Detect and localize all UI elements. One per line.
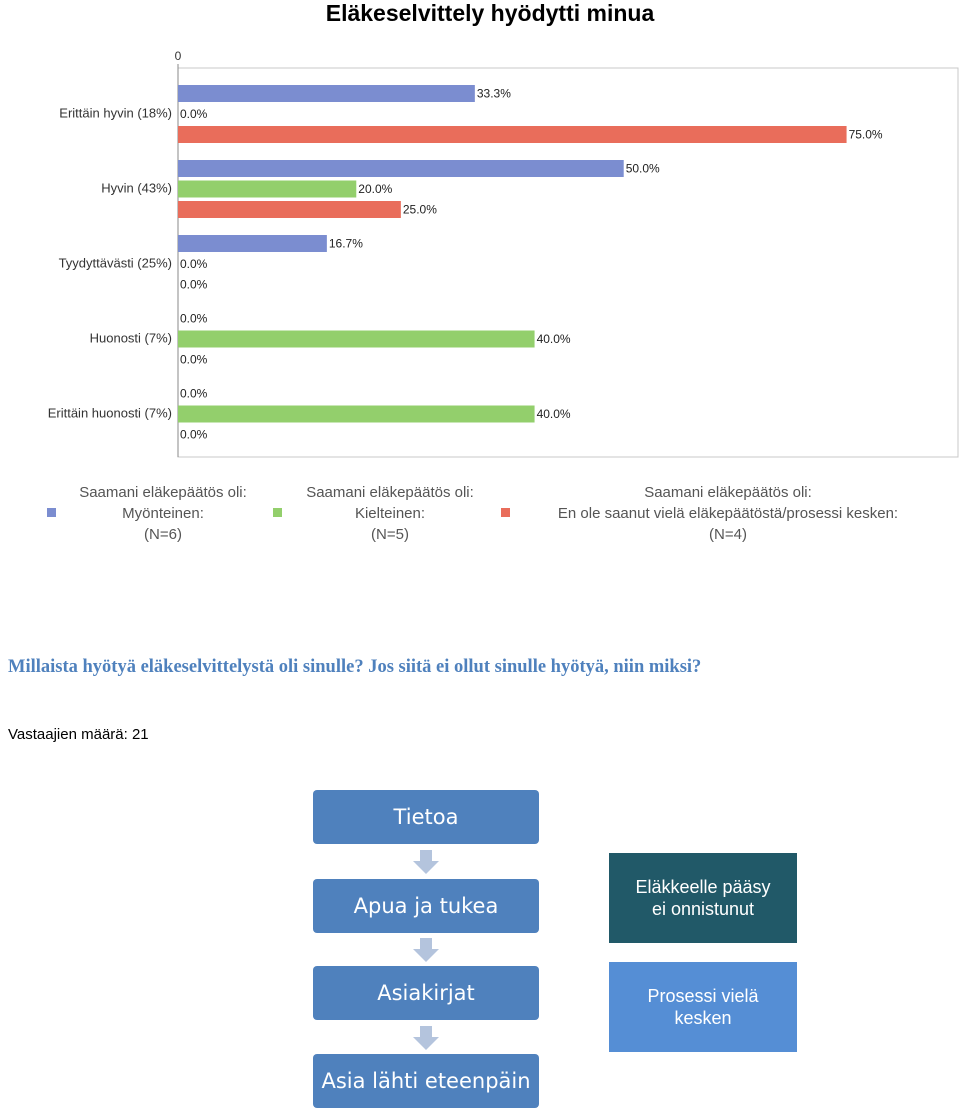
bar	[178, 235, 327, 252]
value-label: 0.0%	[180, 428, 208, 442]
value-label: 40.0%	[537, 332, 571, 346]
value-label: 33.3%	[477, 87, 511, 101]
value-label: 0.0%	[180, 278, 208, 292]
value-label: 0.0%	[180, 312, 208, 326]
value-label: 16.7%	[329, 237, 363, 251]
bar	[178, 201, 401, 218]
category-label: Tyydyttävästi (25%)	[59, 255, 172, 270]
legend-label: Saamani eläkepäätös oli: En ole saanut v…	[557, 484, 899, 543]
chart-title: Eläkeselvittely hyödytti minua	[326, 0, 655, 26]
down-arrow	[413, 850, 439, 874]
question-heading: Millaista hyötyä eläkeselvittelystä oli …	[8, 657, 702, 677]
down-arrow	[413, 1026, 439, 1050]
value-label: 50.0%	[626, 162, 660, 176]
legend-label: Saamani eläkepäätös oli: Kielteinen: (N=…	[306, 484, 474, 543]
respondent-count: Vastaajien määrä: 21	[8, 726, 149, 743]
legend-label: Saamani eläkepäätös oli: Myönteinen: (N=…	[79, 484, 247, 543]
step-box: Asiakirjat	[313, 966, 539, 1020]
bar	[178, 405, 535, 423]
value-label: 0.0%	[180, 107, 208, 121]
value-label: 0.0%	[180, 257, 208, 271]
legend-swatch	[501, 508, 510, 517]
down-arrow	[413, 938, 439, 962]
outcome-box: Eläkkeelle pääsy ei onnistunut	[609, 853, 797, 943]
step-box: Tietoa	[313, 790, 539, 844]
category-label: Erittäin hyvin (18%)	[59, 105, 172, 120]
value-label: 0.0%	[180, 387, 208, 401]
step-box: Asia lähti eteenpäin	[313, 1054, 539, 1108]
legend-swatch	[273, 508, 282, 517]
value-label: 25.0%	[403, 203, 437, 217]
step-box: Apua ja tukea	[313, 879, 539, 933]
value-label: 75.0%	[849, 128, 883, 142]
bar	[178, 330, 535, 348]
bar	[178, 180, 357, 198]
value-label: 40.0%	[537, 407, 571, 421]
value-label: 0.0%	[180, 353, 208, 367]
outcome-box: Prosessi vielä kesken	[609, 962, 797, 1052]
chart: Eläkeselvittely hyödytti minua 0 Erittäin…	[48, 0, 959, 458]
x-tick-label: 0	[175, 49, 182, 63]
bar	[178, 85, 475, 102]
value-label: 20.0%	[358, 182, 392, 196]
category-label: Huonosti (7%)	[90, 330, 172, 345]
category-label: Hyvin (43%)	[101, 180, 172, 195]
bar	[178, 126, 847, 143]
bar	[178, 160, 624, 177]
category-label: Erittäin huonosti (7%)	[48, 405, 172, 420]
legend-swatch	[47, 508, 56, 517]
